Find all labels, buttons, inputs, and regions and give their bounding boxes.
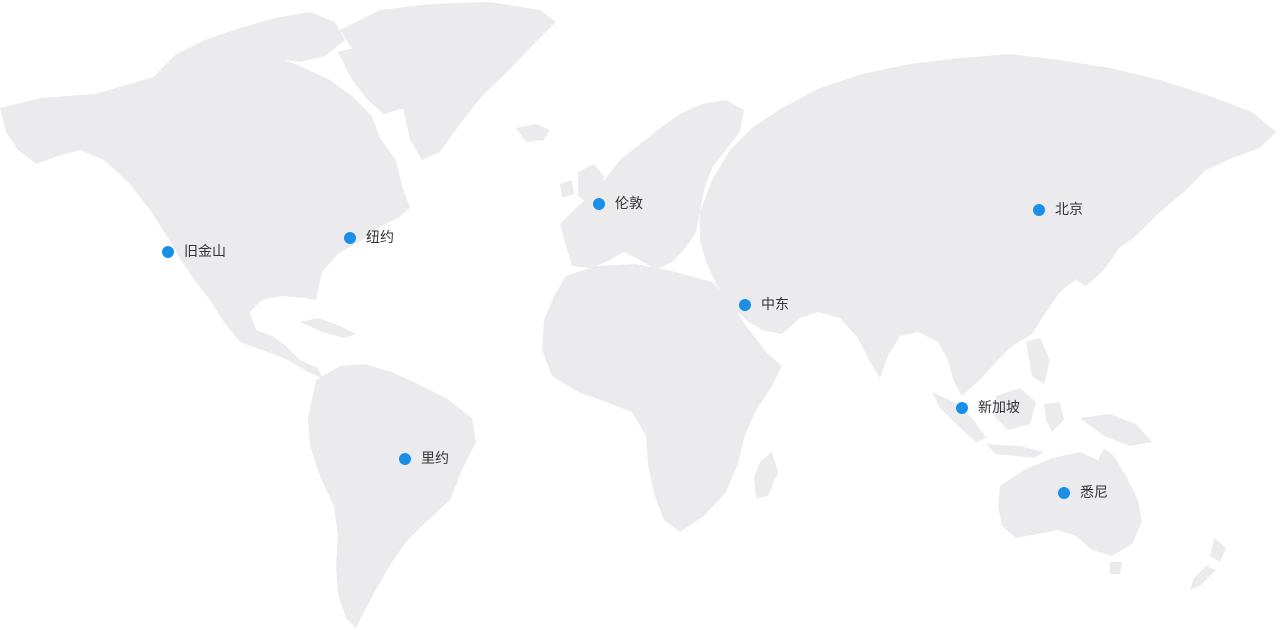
marker-label: 悉尼 — [1080, 485, 1108, 501]
marker-sydney[interactable]: 悉尼 — [1058, 484, 1108, 502]
location-dot-icon — [162, 246, 174, 258]
location-dot-icon — [399, 453, 411, 465]
arctic-islands-landmass — [150, 12, 345, 80]
greenland-landmass — [340, 2, 556, 160]
sumatra-landmass — [932, 392, 986, 442]
africa-landmass — [542, 264, 782, 532]
north-america-landmass — [0, 54, 410, 378]
location-dot-icon — [956, 402, 968, 414]
taiwan-landmass — [1040, 296, 1048, 312]
marker-singapore[interactable]: 新加坡 — [956, 399, 1020, 417]
europe-landmass — [560, 100, 744, 270]
marker-label: 伦敦 — [615, 196, 643, 212]
new-zealand-landmass — [1190, 538, 1226, 590]
marker-middle-east[interactable]: 中东 — [739, 296, 789, 314]
philippines-landmass — [1026, 338, 1050, 384]
borneo-landmass — [994, 388, 1036, 430]
location-dot-icon — [344, 232, 356, 244]
marker-beijing[interactable]: 北京 — [1033, 201, 1083, 219]
marker-san-francisco[interactable]: 旧金山 — [162, 243, 226, 261]
australia-landmass — [998, 448, 1142, 556]
ireland-landmass — [560, 180, 574, 198]
marker-label: 中东 — [761, 297, 789, 313]
iceland-landmass — [516, 124, 550, 142]
madagascar-landmass — [754, 452, 778, 498]
marker-rio[interactable]: 里约 — [399, 450, 449, 468]
marker-label: 新加坡 — [978, 400, 1020, 416]
location-dot-icon — [1033, 204, 1045, 216]
asia-landmass — [700, 54, 1276, 396]
location-dot-icon — [739, 299, 751, 311]
location-dot-icon — [593, 198, 605, 210]
marker-label: 旧金山 — [184, 244, 226, 260]
south-america-landmass — [308, 364, 476, 628]
new-guinea-landmass — [1080, 414, 1152, 446]
british-isles-landmass — [578, 164, 604, 204]
marker-label: 里约 — [421, 451, 449, 467]
marker-new-york[interactable]: 纽约 — [344, 229, 394, 247]
java-landmass — [986, 444, 1044, 458]
tasmania-landmass — [1110, 562, 1122, 574]
japan-landmass — [1076, 218, 1122, 286]
sulawesi-landmass — [1044, 402, 1064, 432]
marker-label: 北京 — [1055, 202, 1083, 218]
marker-label: 纽约 — [366, 230, 394, 246]
marker-london[interactable]: 伦敦 — [593, 195, 643, 213]
location-dot-icon — [1058, 487, 1070, 499]
caribbean-islands-landmass — [300, 318, 356, 338]
